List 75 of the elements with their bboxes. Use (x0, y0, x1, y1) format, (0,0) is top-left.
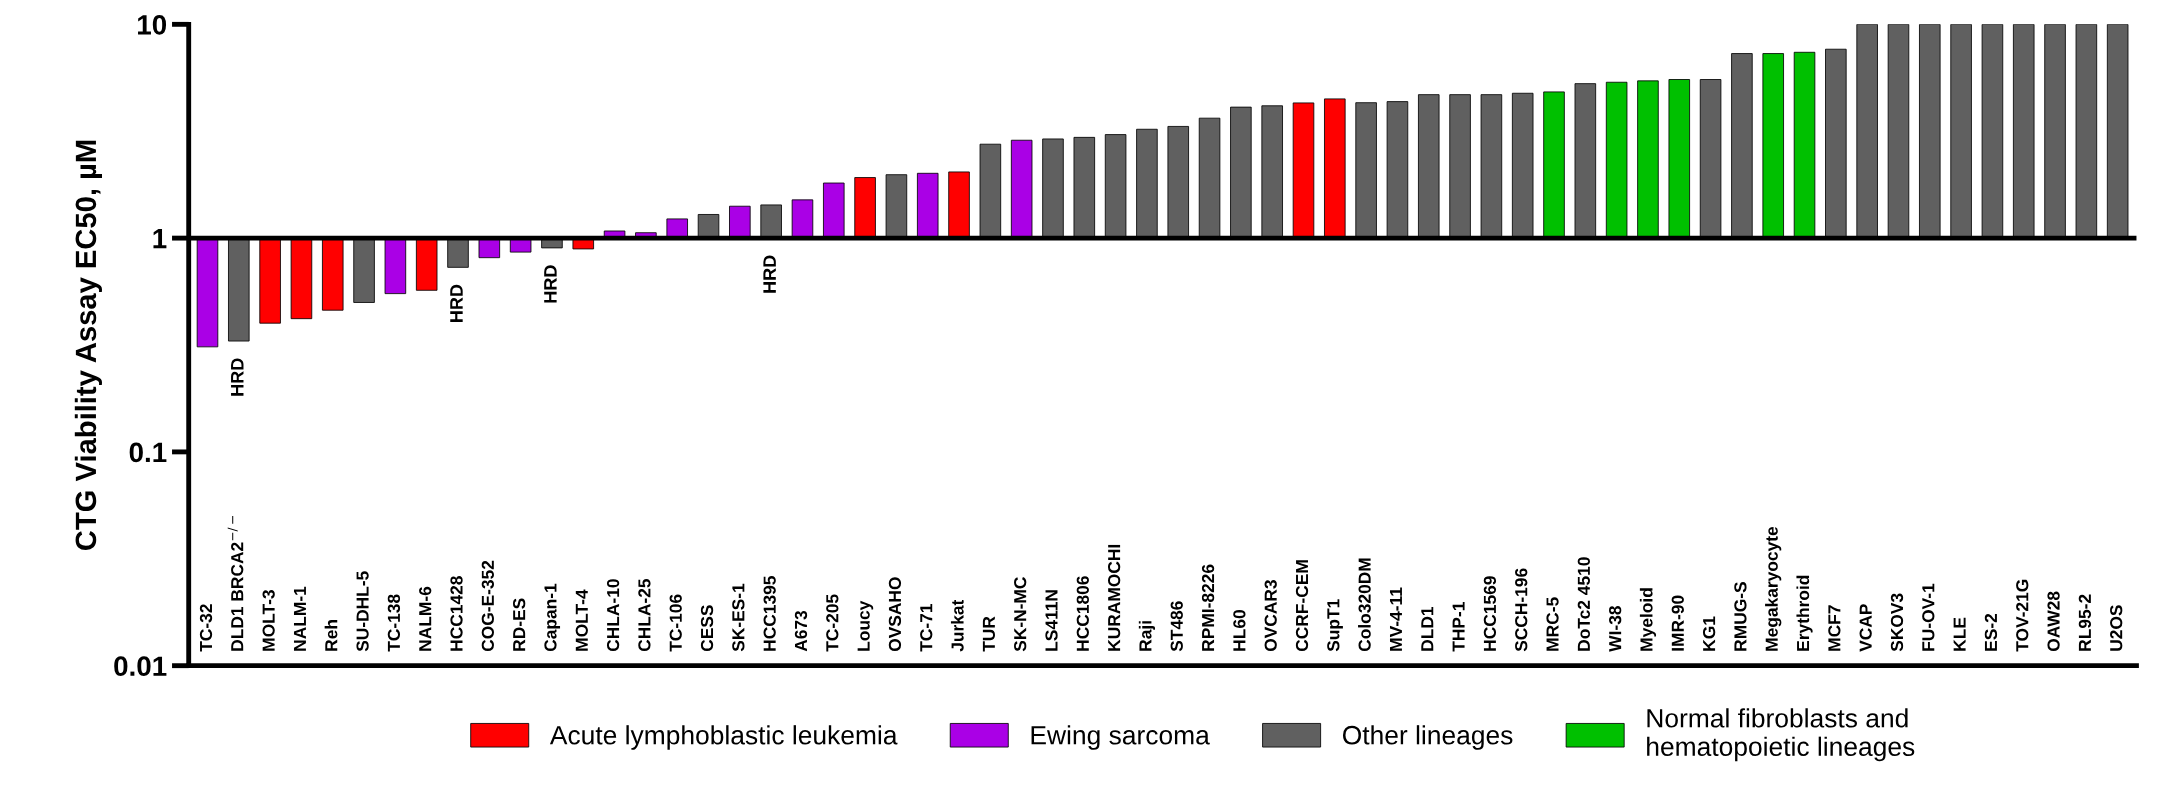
x-tick-label: TC-106 (669, 594, 682, 652)
x-tick-label: A673 (794, 610, 808, 652)
x-tick-label: WI-38 (1609, 606, 1622, 652)
x-tick-label: COG-E-352 (481, 560, 495, 652)
x-tick-label: NALM-1 (293, 586, 306, 651)
x-tick-label: Raji (1138, 621, 1156, 651)
x-tick-label: DLD1 BRCA2$^{−/−}$ (227, 516, 244, 651)
x-tick-label: Jurkat (950, 599, 964, 652)
x-tick-label: KURAMOCHI (1107, 544, 1121, 651)
x-tick-label: U2OS (2110, 605, 2123, 651)
x-tick-label: MOLT-3 (262, 590, 275, 651)
x-tick-label: FU-OV-1 (1922, 583, 1935, 651)
x-tick-label: TC-205 (826, 594, 839, 652)
x-tick-label: CHLA-10 (606, 579, 620, 652)
x-tick-label: MRC-5 (1546, 597, 1559, 651)
legend-label: Ewing sarcoma (1031, 725, 1210, 750)
x-tick-label: OVCAR3 (1264, 580, 1277, 652)
annotation: HRD (544, 265, 557, 303)
x-tick-label: SKOV3 (1890, 593, 1904, 652)
x-tick-label: ES-2 (1984, 613, 1998, 651)
x-tick-label: SK-ES-1 (732, 583, 745, 652)
x-tick-label: RD-ES (513, 598, 526, 651)
x-tick-label: TC-32 (199, 604, 213, 652)
y-tick-label: 10 (138, 15, 167, 35)
y-axis-title: CTG Viability Assay EC50, µM (74, 140, 103, 550)
x-tick-label: TUR (982, 616, 996, 652)
x-tick-label: OAW28 (2047, 591, 2060, 652)
x-tick-label: Erythroid (1796, 575, 1813, 651)
x-tick-label: HCC1428 (450, 576, 463, 651)
x-tick-label: SK-N-MC (1014, 577, 1027, 652)
annotation: HRD (231, 358, 244, 396)
x-tick-label: MOLT-4 (575, 589, 588, 651)
x-tick-label: CHLA-25 (638, 578, 651, 652)
x-tick-label: CCRF-CEM (1295, 560, 1309, 652)
x-tick-label: SU-DHL-5 (356, 571, 369, 652)
x-tick-label: Loucy (857, 600, 874, 651)
x-tick-label: MV-4-11 (1389, 587, 1402, 651)
x-tick-label: DoTc2 4510 (1577, 557, 1590, 651)
x-tick-label: SCCH-196 (1515, 568, 1528, 652)
annotation: HRD (763, 255, 776, 293)
x-tick-label: THP-1 (1452, 602, 1465, 652)
legend-label: Normal fibroblasts and hematopoietic lineages (1647, 708, 1915, 762)
x-tick-label: Colo320DM (1358, 558, 1371, 652)
x-tick-label: OVSAHO (888, 577, 902, 652)
x-tick-label: ST486 (1170, 601, 1183, 652)
x-tick-label: RL95-2 (2078, 594, 2092, 651)
x-tick-label: NALM-6 (419, 586, 432, 651)
x-tick-label: Capan-1 (544, 583, 561, 652)
x-tick-label: HCC1395 (763, 576, 776, 651)
annotation: HRD (450, 284, 463, 322)
x-tick-label: DLD1 (1421, 606, 1434, 651)
x-tick-label: Myeloid (1639, 588, 1657, 651)
y-tick-label: 0.01 (114, 656, 167, 677)
x-tick-label: SupT1 (1327, 599, 1343, 652)
x-tick-label: HCC1806 (1076, 576, 1089, 651)
legend-label: Acute lymphoblastic leukemia (549, 725, 898, 750)
x-tick-label: LS411N (1045, 590, 1058, 651)
x-tick-label: RMUG-S (1734, 582, 1747, 651)
y-tick-label: 0.1 (129, 442, 167, 463)
x-tick-label: KG1 (1702, 616, 1716, 651)
x-tick-label: Megakaryocyte (1765, 526, 1782, 651)
x-tick-label: VCAP (1859, 604, 1872, 652)
x-tick-label: CESS (700, 605, 714, 652)
x-tick-label: HL60 (1233, 610, 1246, 651)
x-tick-label: KLE (1953, 617, 1966, 651)
x-tick-label: Reh (324, 620, 338, 651)
x-tick-label: TC-138 (387, 594, 401, 652)
x-tick-label: RPMI-8226 (1201, 564, 1215, 651)
x-tick-label: IMR-90 (1671, 595, 1684, 651)
x-tick-label: MCF7 (1828, 605, 1841, 651)
y-tick-label: 1 (153, 229, 167, 249)
x-tick-label: HCC1569 (1483, 576, 1497, 651)
legend-label: Other lineages (1342, 725, 1513, 750)
x-tick-label: TC-71 (920, 604, 933, 652)
x-tick-label: TOV-21G (2016, 579, 2029, 652)
